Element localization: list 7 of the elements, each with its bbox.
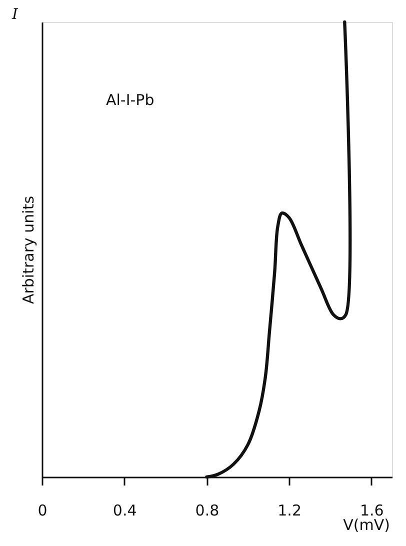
x-tick-label: 0.4 (112, 502, 137, 520)
x-tick-label: 1.2 (278, 502, 302, 520)
x-tick-label: 0.8 (195, 502, 220, 520)
text: I (11, 5, 19, 23)
x-tick-label: 0 (38, 502, 48, 520)
y-axis-title: Arbitrary units (20, 196, 38, 304)
annotation: Al-I-Pb (106, 91, 154, 109)
